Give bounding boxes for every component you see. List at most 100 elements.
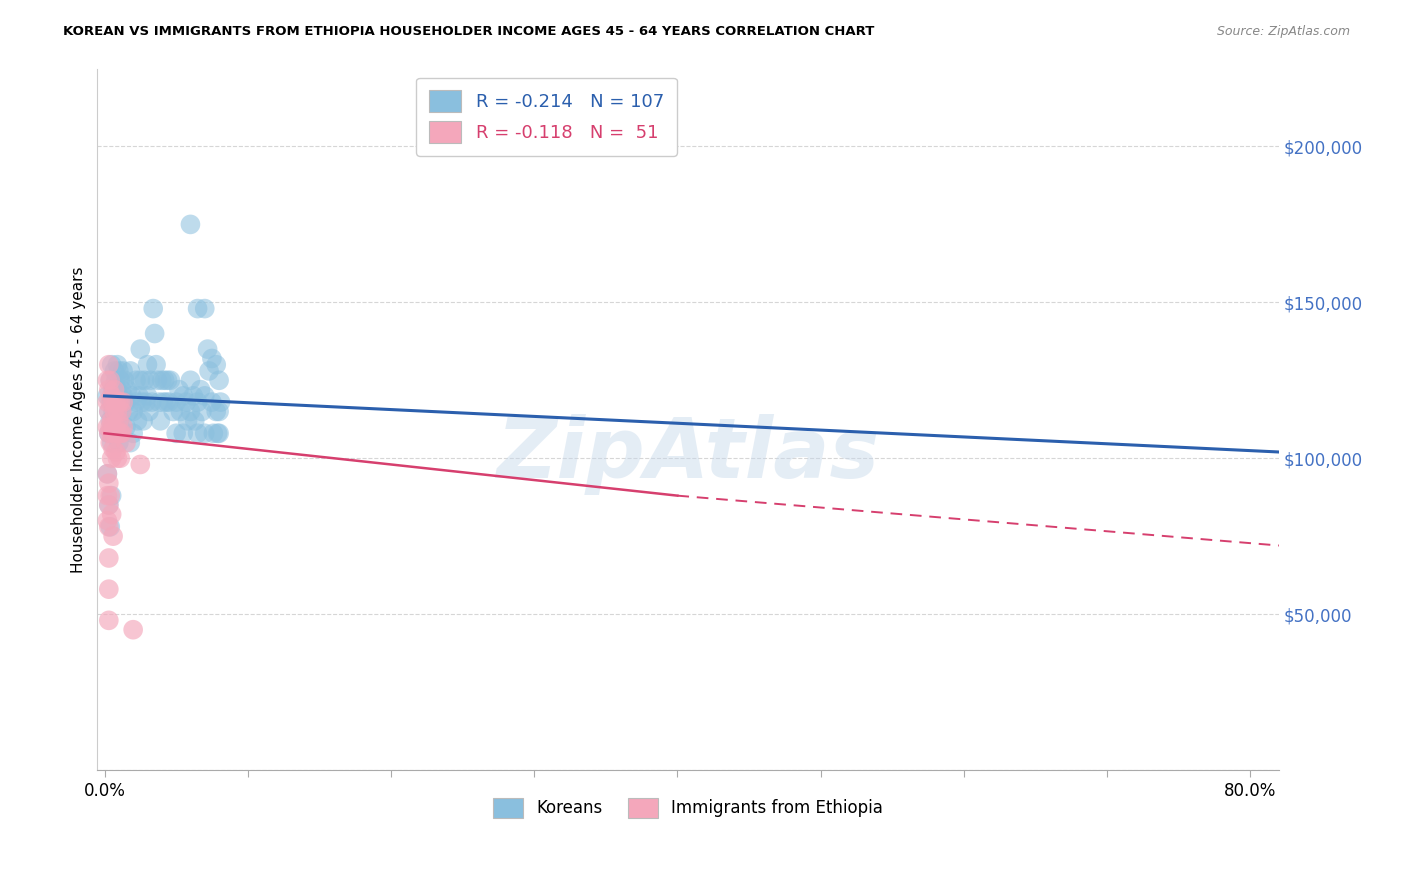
- Point: [104, 420, 127, 434]
- Point: [100, 508, 122, 522]
- Point: [145, 358, 167, 372]
- Point: [110, 451, 132, 466]
- Point: [107, 383, 129, 397]
- Point: [103, 383, 125, 397]
- Point: [96, 389, 118, 403]
- Point: [98, 435, 121, 450]
- Text: KOREAN VS IMMIGRANTS FROM ETHIOPIA HOUSEHOLDER INCOME AGES 45 - 64 YEARS CORRELA: KOREAN VS IMMIGRANTS FROM ETHIOPIA HOUSE…: [63, 25, 875, 38]
- Point: [149, 414, 172, 428]
- Point: [100, 414, 122, 428]
- Point: [115, 435, 138, 450]
- Point: [97, 476, 120, 491]
- Point: [108, 414, 131, 428]
- Point: [98, 373, 121, 387]
- Point: [207, 426, 229, 441]
- Point: [97, 582, 120, 597]
- Point: [100, 426, 122, 441]
- Point: [155, 395, 177, 409]
- Point: [97, 426, 120, 441]
- Point: [179, 404, 201, 418]
- Point: [104, 445, 127, 459]
- Point: [100, 395, 122, 409]
- Point: [194, 389, 217, 403]
- Point: [122, 623, 145, 637]
- Point: [120, 435, 142, 450]
- Point: [96, 395, 118, 409]
- Point: [100, 358, 122, 372]
- Point: [104, 395, 127, 409]
- Point: [162, 404, 184, 418]
- Point: [97, 404, 120, 418]
- Point: [157, 395, 180, 409]
- Point: [98, 414, 121, 428]
- Point: [167, 383, 190, 397]
- Point: [96, 420, 118, 434]
- Point: [100, 489, 122, 503]
- Point: [100, 435, 122, 450]
- Point: [98, 395, 121, 409]
- Point: [101, 404, 124, 418]
- Point: [125, 395, 148, 409]
- Point: [118, 404, 141, 418]
- Point: [104, 395, 127, 409]
- Point: [96, 467, 118, 481]
- Point: [108, 414, 131, 428]
- Point: [111, 404, 134, 418]
- Point: [129, 458, 152, 472]
- Point: [194, 426, 217, 441]
- Point: [110, 395, 132, 409]
- Point: [110, 426, 132, 441]
- Point: [115, 395, 138, 409]
- Point: [98, 489, 121, 503]
- Point: [197, 342, 219, 356]
- Point: [112, 364, 135, 378]
- Point: [111, 383, 134, 397]
- Point: [103, 389, 125, 403]
- Point: [101, 383, 124, 397]
- Point: [208, 373, 231, 387]
- Point: [165, 395, 187, 409]
- Point: [101, 426, 124, 441]
- Point: [141, 395, 163, 409]
- Point: [103, 426, 125, 441]
- Point: [129, 373, 152, 387]
- Point: [108, 364, 131, 378]
- Point: [97, 404, 120, 418]
- Point: [165, 426, 187, 441]
- Point: [107, 426, 129, 441]
- Point: [100, 389, 122, 403]
- Point: [111, 426, 134, 441]
- Point: [112, 420, 135, 434]
- Point: [132, 414, 155, 428]
- Point: [128, 389, 150, 403]
- Point: [125, 373, 148, 387]
- Point: [134, 373, 156, 387]
- Point: [103, 414, 125, 428]
- Point: [184, 414, 207, 428]
- Point: [107, 404, 129, 418]
- Text: Source: ZipAtlas.com: Source: ZipAtlas.com: [1216, 25, 1350, 38]
- Point: [117, 383, 139, 397]
- Point: [187, 301, 209, 316]
- Point: [202, 426, 225, 441]
- Point: [159, 373, 181, 387]
- Point: [96, 489, 118, 503]
- Point: [209, 395, 232, 409]
- Point: [127, 414, 149, 428]
- Point: [205, 404, 228, 418]
- Point: [98, 373, 121, 387]
- Point: [191, 404, 214, 418]
- Point: [110, 395, 132, 409]
- Point: [101, 395, 124, 409]
- Point: [143, 326, 166, 341]
- Point: [122, 426, 145, 441]
- Point: [107, 451, 129, 466]
- Point: [114, 373, 136, 387]
- Point: [100, 451, 122, 466]
- Point: [98, 420, 121, 434]
- Point: [96, 467, 118, 481]
- Point: [208, 404, 231, 418]
- Y-axis label: Householder Income Ages 45 - 64 years: Householder Income Ages 45 - 64 years: [72, 266, 86, 573]
- Point: [97, 498, 120, 512]
- Point: [107, 358, 129, 372]
